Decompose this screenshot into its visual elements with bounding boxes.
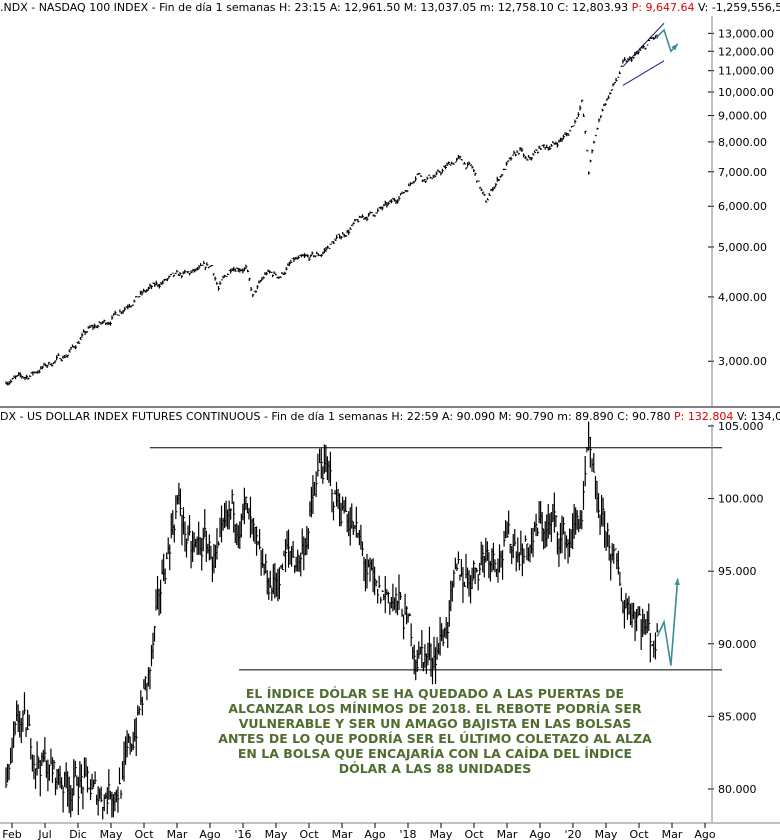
- ndx-y-tick-label: 10,000.00: [718, 86, 774, 99]
- dx-y-tick-label: 95.000: [718, 565, 757, 578]
- x-tick-label: May: [430, 828, 453, 840]
- x-tick-label: Feb: [2, 828, 21, 840]
- ndx-header-info: .NDX - NASDAQ 100 INDEX - Fin de día 1 s…: [0, 1, 632, 14]
- x-tick-label: Oct: [629, 828, 649, 840]
- x-tick-label: Ago: [694, 828, 716, 840]
- ndx-y-tick-label: 12,000.00: [718, 45, 774, 58]
- ndx-y-tick-label: 4,000.00: [718, 291, 767, 304]
- ndx-y-tick-label: 5,000.00: [718, 241, 767, 254]
- dx-chart-header: DX - US DOLLAR INDEX FUTURES CONTINUOUS …: [0, 409, 780, 425]
- annotation-line: VULNERABLE Y SER UN AMAGO BAJISTA EN LAS…: [238, 716, 632, 731]
- x-tick-label: Oct: [134, 828, 154, 840]
- ndx-y-tick-label: 7,000.00: [718, 166, 767, 179]
- dx-y-tick-label: 100.000: [718, 493, 764, 506]
- ndx-header-volume: V: -1,259,556,542 F:: [697, 1, 780, 14]
- x-tick-label: '20: [564, 828, 581, 840]
- x-tick-label: Jul: [37, 828, 51, 840]
- dx-y-tick-label: 80.000: [718, 783, 757, 796]
- ndx-y-tick-label: 9,000.00: [718, 110, 767, 123]
- ndx-y-tick-label: 6,000.00: [718, 200, 767, 213]
- annotation-line: ALCANZAR LOS MÍNIMOS DE 2018. EL REBOTE …: [228, 701, 642, 716]
- ndx-projection-arrowhead: [671, 43, 678, 51]
- dx-y-tick-label: 105.000: [718, 420, 764, 433]
- annotation-line: DÓLAR A LAS 88 UNIDADES: [338, 761, 532, 776]
- dx-y-tick-label: 85.000: [718, 710, 757, 723]
- x-tick-label: '16: [234, 828, 251, 840]
- dx-header-info: DX - US DOLLAR INDEX FUTURES CONTINUOUS …: [0, 410, 675, 423]
- x-tick-label: Mar: [662, 828, 683, 840]
- x-tick-label: Mar: [497, 828, 518, 840]
- x-tick-label: May: [265, 828, 288, 840]
- annotation-line: ANTES DE LO QUE PODRÍA SER EL ÚLTIMO COL…: [218, 731, 652, 746]
- annotation-line: EN LA BOLSA QUE ENCAJARÍA CON LA CAÍDA D…: [237, 746, 633, 761]
- x-tick-label: Oct: [464, 828, 484, 840]
- dx-y-tick-label: 90.000: [718, 638, 757, 651]
- x-tick-label: '18: [399, 828, 416, 840]
- ndx-y-tick-label: 13,000.00: [718, 27, 774, 40]
- ndx-chart-header: .NDX - NASDAQ 100 INDEX - Fin de día 1 s…: [0, 0, 780, 16]
- pane-separator[interactable]: [0, 406, 780, 408]
- ndx-y-tick-label: 8,000.00: [718, 136, 767, 149]
- ndx-channel-lower: [622, 60, 665, 86]
- x-tick-label: Mar: [332, 828, 353, 840]
- x-tick-label: May: [100, 828, 123, 840]
- x-tick-label: Ago: [199, 828, 221, 840]
- dx-header-p: P: 132.804: [674, 410, 734, 423]
- x-tick-label: May: [595, 828, 618, 840]
- x-tick-label: Oct: [299, 828, 319, 840]
- ndx-y-tick-label: 3,000.00: [718, 355, 767, 368]
- x-tick-label: Mar: [167, 828, 188, 840]
- annotation-line: EL ÍNDICE DÓLAR SE HA QUEDADO A LAS PUER…: [245, 686, 625, 701]
- dx-projection-line: [656, 578, 679, 666]
- dx-series: [5, 421, 659, 820]
- annotation-text: EL ÍNDICE DÓLAR SE HA QUEDADO A LAS PUER…: [200, 686, 670, 776]
- ndx-series: [5, 34, 659, 386]
- ndx-y-tick-label: 11,000.00: [718, 65, 774, 78]
- dx-header-volume: V: 134,009: [736, 410, 780, 423]
- x-tick-label: Dic: [69, 828, 87, 840]
- x-tick-label: Ago: [529, 828, 551, 840]
- ndx-header-p: P: 9,647.64: [631, 1, 695, 14]
- dx-projection-arrowhead: [674, 578, 680, 586]
- x-tick-label: Ago: [364, 828, 386, 840]
